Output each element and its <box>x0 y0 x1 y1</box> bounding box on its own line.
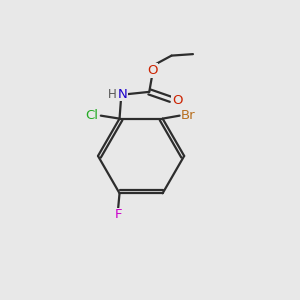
Text: Cl: Cl <box>85 109 98 122</box>
Text: Br: Br <box>181 109 196 122</box>
Text: O: O <box>147 64 158 77</box>
Text: N: N <box>118 88 128 101</box>
Text: O: O <box>172 94 182 107</box>
Text: F: F <box>114 208 122 221</box>
Text: H: H <box>108 88 117 101</box>
